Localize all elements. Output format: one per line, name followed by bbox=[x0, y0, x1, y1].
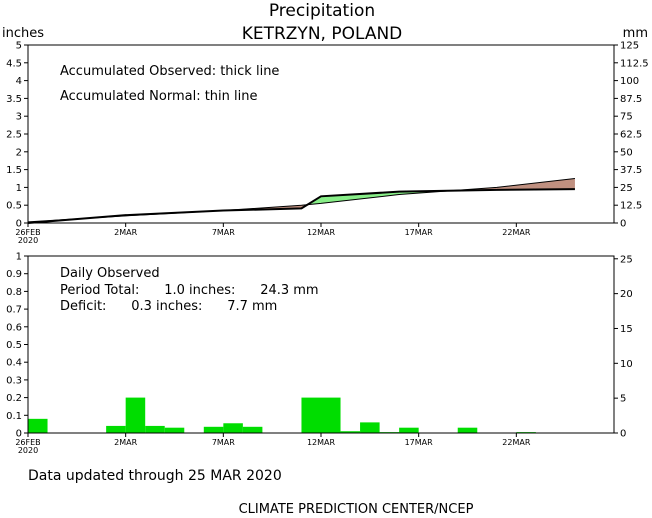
x-tick-label: 26FEB bbox=[15, 228, 40, 237]
y-tick-label-left: 0 bbox=[16, 429, 22, 440]
y-tick-label-left: 0 bbox=[16, 219, 22, 230]
left-unit-label: inches bbox=[2, 26, 44, 41]
annotation-deficit: Deficit: 0.3 inches: 7.7 mm bbox=[60, 299, 277, 314]
y-tick-label-left: 5 bbox=[16, 41, 22, 52]
y-tick-label-right: 112.5 bbox=[620, 58, 649, 69]
daily-bar bbox=[301, 397, 321, 433]
y-tick-label-right: 50 bbox=[620, 147, 633, 158]
x-tick-label: 2MAR bbox=[114, 228, 137, 237]
daily-bar bbox=[125, 397, 146, 433]
y-tick-label-left: 0.8 bbox=[6, 287, 22, 298]
y-tick-label-left: 0.1 bbox=[6, 411, 22, 422]
y-tick-label-right: 5 bbox=[620, 394, 626, 405]
chart-title: Precipitation bbox=[269, 1, 375, 21]
annotation-observed: Accumulated Observed: thick line bbox=[60, 64, 279, 79]
daily-bar bbox=[223, 423, 243, 433]
y-tick-label-left: 2 bbox=[16, 147, 22, 158]
daily-panel: 00.10.20.30.40.50.60.70.80.9105101520252… bbox=[6, 252, 633, 456]
surplus-fill bbox=[321, 191, 400, 204]
daily-bars bbox=[28, 397, 536, 433]
y-tick-label-left: 1 bbox=[16, 252, 22, 263]
y-tick-label-right: 25 bbox=[620, 183, 633, 194]
y-tick-label-right: 20 bbox=[620, 289, 633, 300]
daily-bar bbox=[203, 426, 224, 433]
x-tick-label: 26FEB bbox=[15, 438, 40, 447]
x-year-label: 2020 bbox=[18, 236, 38, 245]
y-tick-label-left: 3.5 bbox=[6, 94, 22, 105]
annotation-normal: Accumulated Normal: thin line bbox=[60, 89, 258, 104]
daily-axes: 00.10.20.30.40.50.60.70.80.9105101520252… bbox=[6, 252, 633, 456]
daily-bar bbox=[145, 425, 165, 433]
x-tick-label: 22MAR bbox=[502, 438, 531, 447]
y-tick-label-right: 125 bbox=[620, 41, 639, 52]
y-tick-label-right: 100 bbox=[620, 76, 639, 87]
right-unit-label: mm bbox=[623, 26, 648, 41]
data-updated-note: Data updated through 25 MAR 2020 bbox=[28, 468, 282, 484]
x-tick-label: 2MAR bbox=[114, 438, 137, 447]
y-tick-label-right: 75 bbox=[620, 112, 633, 123]
y-tick-label-right: 0 bbox=[620, 429, 626, 440]
y-tick-label-right: 62.5 bbox=[620, 130, 642, 141]
y-tick-label-right: 10 bbox=[620, 359, 633, 370]
annotation-period-total: Period Total: 1.0 inches: 24.3 mm bbox=[60, 283, 319, 298]
accumulated-lines bbox=[27, 178, 575, 224]
daily-bar bbox=[399, 427, 419, 433]
x-tick-label: 12MAR bbox=[307, 438, 336, 447]
x-tick-label: 17MAR bbox=[405, 438, 434, 447]
y-tick-label-right: 37.5 bbox=[620, 165, 642, 176]
y-tick-label-left: 4.5 bbox=[6, 58, 22, 69]
normal-line bbox=[27, 178, 575, 223]
y-tick-label-right: 25 bbox=[620, 254, 633, 265]
annotation-daily-observed: Daily Observed bbox=[60, 266, 160, 281]
y-tick-label-left: 0.5 bbox=[6, 201, 22, 212]
y-tick-label-left: 0.3 bbox=[6, 375, 22, 386]
y-tick-label-right: 15 bbox=[620, 324, 633, 335]
y-tick-label-right: 12.5 bbox=[620, 201, 642, 212]
daily-bar bbox=[242, 426, 263, 433]
chart-subtitle: KETRZYN, POLAND bbox=[242, 24, 403, 44]
y-tick-label-left: 0.7 bbox=[6, 305, 22, 316]
y-tick-label-left: 4 bbox=[16, 76, 22, 87]
daily-bar bbox=[457, 427, 478, 433]
daily-bar bbox=[28, 418, 48, 433]
observed-line bbox=[27, 188, 575, 224]
y-tick-label-left: 0.6 bbox=[6, 322, 22, 333]
x-tick-label: 12MAR bbox=[307, 228, 336, 237]
y-tick-label-left: 0.5 bbox=[6, 340, 22, 351]
y-tick-label-left: 0.4 bbox=[6, 358, 22, 369]
credit-line: CLIMATE PREDICTION CENTER/NCEP bbox=[239, 502, 474, 517]
x-tick-label: 7MAR bbox=[212, 438, 235, 447]
y-tick-label-left: 1.5 bbox=[6, 165, 22, 176]
deficit-fill bbox=[496, 178, 575, 190]
y-tick-label-left: 3 bbox=[16, 112, 22, 123]
y-tick-label-left: 1 bbox=[16, 183, 22, 194]
x-tick-label: 7MAR bbox=[212, 228, 235, 237]
daily-bar bbox=[106, 425, 126, 433]
x-tick-label: 22MAR bbox=[502, 228, 531, 237]
daily-bar bbox=[360, 422, 380, 433]
y-tick-label-left: 0.9 bbox=[6, 269, 22, 280]
daily-bar bbox=[340, 431, 361, 433]
y-tick-label-left: 2.5 bbox=[6, 130, 22, 141]
x-tick-label: 17MAR bbox=[405, 228, 434, 237]
daily-bar bbox=[321, 397, 341, 433]
accumulated-panel: 00.511.522.533.544.55012.52537.55062.575… bbox=[6, 41, 649, 246]
y-tick-label-left: 0.2 bbox=[6, 393, 22, 404]
daily-bar bbox=[164, 427, 185, 433]
x-year-label: 2020 bbox=[18, 446, 38, 455]
y-tick-label-right: 0 bbox=[620, 219, 626, 230]
accumulated-axes: 00.511.522.533.544.55012.52537.55062.575… bbox=[6, 41, 649, 246]
y-tick-label-right: 87.5 bbox=[620, 94, 642, 105]
